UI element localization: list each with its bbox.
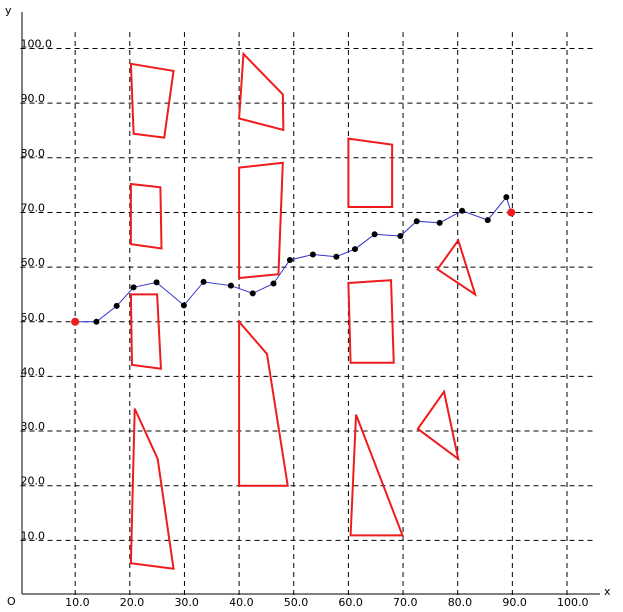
- x-tick-label: 30.0: [174, 596, 199, 609]
- x-tick-label: 70.0: [393, 596, 418, 609]
- x-tick-label: 60.0: [338, 596, 363, 609]
- y-tick-label: 60.0: [21, 256, 46, 269]
- path: [75, 196, 512, 323]
- path-points: [93, 194, 510, 325]
- path-point: [130, 284, 137, 291]
- y-tick-label: 20.0: [21, 475, 46, 488]
- path-point: [309, 251, 316, 258]
- obstacle-polygon: [129, 182, 163, 250]
- path-point: [413, 218, 420, 225]
- start-point: [71, 317, 80, 326]
- axes: [21, 12, 600, 595]
- obstacle-polygon: [129, 293, 163, 370]
- x-tick-label: 80.0: [448, 596, 473, 609]
- path-point: [249, 290, 256, 297]
- endpoints: [71, 208, 516, 326]
- y-tick-label: 50.0: [21, 311, 46, 324]
- y-tick-label: 80.0: [21, 147, 46, 160]
- x-tick-label: 10.0: [65, 596, 90, 609]
- path-point: [397, 232, 404, 239]
- x-tick-label: 40.0: [229, 596, 254, 609]
- path-point: [459, 207, 466, 214]
- path-point: [333, 253, 340, 260]
- y-axis-label: y: [5, 4, 12, 17]
- obstacle-polygon: [238, 319, 289, 487]
- obstacle-polygon: [238, 51, 285, 132]
- obstacle-polygon: [347, 279, 395, 364]
- path-point: [286, 256, 293, 263]
- x-tick-label: 50.0: [284, 596, 309, 609]
- x-tick-labels: 10.0 20.0 30.0 40.0 50.0 60.0 70.0 80.0 90.0 100.…: [65, 596, 588, 609]
- y-tick-label: 100.0: [21, 38, 53, 51]
- path-point: [351, 246, 358, 253]
- obstacle-polygon: [129, 62, 175, 139]
- path-point: [371, 231, 378, 238]
- path-point: [200, 278, 207, 285]
- path-line: [75, 196, 512, 323]
- y-tick-label: 90.0: [21, 92, 46, 105]
- path-point: [180, 302, 187, 309]
- path-point: [113, 302, 120, 309]
- obstacle-polygon: [238, 161, 284, 280]
- x-tick-label: 90.0: [502, 596, 526, 609]
- path-point: [436, 219, 443, 226]
- obstacle-polygon: [416, 389, 460, 462]
- y-tick-label: 10.0: [21, 529, 46, 542]
- path-point: [484, 217, 491, 224]
- path-point: [153, 279, 160, 286]
- path-point: [93, 318, 100, 325]
- x-axis-label: x: [604, 585, 611, 598]
- x-tick-label: 20.0: [120, 596, 145, 609]
- y-tick-labels: 10.0 20.0 30.0 40.0 50.0 60.0 70.0 80.0 90.0 100.…: [21, 38, 53, 543]
- obstacle-polygon: [347, 137, 394, 208]
- x-tick-label: 100.0: [557, 596, 589, 609]
- goal-point: [507, 208, 516, 217]
- obstacle-polygon: [349, 414, 404, 537]
- origin-label: O: [7, 595, 16, 608]
- obstacles: [129, 51, 477, 570]
- path-point: [270, 280, 277, 287]
- path-point: [227, 282, 234, 289]
- y-tick-label: 40.0: [21, 365, 46, 378]
- path-point: [503, 194, 510, 201]
- y-tick-label: 70.0: [21, 201, 46, 214]
- obstacle-polygon: [436, 238, 477, 297]
- obstacle-polygon: [129, 408, 175, 570]
- y-tick-label: 30.0: [21, 420, 46, 433]
